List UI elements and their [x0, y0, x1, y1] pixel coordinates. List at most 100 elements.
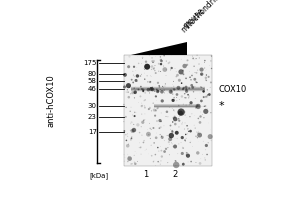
Point — [188, 139, 193, 143]
FancyBboxPatch shape — [154, 105, 200, 107]
Point — [135, 123, 140, 126]
Point — [129, 121, 134, 124]
Point — [138, 95, 143, 98]
Point — [167, 140, 171, 144]
Point — [153, 153, 158, 156]
Point — [159, 120, 164, 123]
Point — [194, 80, 199, 84]
Point — [122, 156, 127, 159]
Point — [148, 90, 152, 93]
Point — [203, 150, 208, 153]
Point — [202, 156, 207, 160]
Point — [169, 86, 174, 90]
Point — [148, 107, 152, 110]
Point — [156, 70, 161, 73]
Point — [190, 72, 195, 76]
Point — [124, 139, 129, 142]
Point — [171, 99, 176, 102]
Point — [158, 133, 163, 136]
Point — [161, 83, 166, 87]
Point — [180, 136, 185, 139]
Point — [163, 161, 168, 164]
Point — [127, 157, 132, 160]
Point — [150, 88, 155, 91]
Point — [129, 78, 134, 81]
Point — [185, 63, 190, 66]
Point — [193, 97, 198, 100]
Point — [135, 160, 140, 163]
Point — [158, 58, 162, 62]
Point — [156, 62, 161, 65]
Point — [160, 99, 165, 103]
Point — [152, 108, 157, 112]
Point — [189, 84, 194, 87]
Point — [188, 76, 192, 79]
Point — [128, 110, 133, 113]
Point — [179, 58, 184, 61]
Point — [128, 129, 133, 132]
Point — [201, 90, 206, 93]
Point — [169, 91, 174, 94]
Point — [168, 138, 172, 141]
Point — [164, 147, 168, 150]
Point — [180, 121, 185, 124]
Point — [152, 82, 156, 85]
Point — [163, 59, 167, 62]
Text: mitochondria: mitochondria — [179, 0, 221, 35]
Point — [169, 90, 173, 93]
Point — [189, 78, 194, 81]
Point — [170, 130, 175, 133]
Point — [145, 74, 149, 77]
Point — [174, 70, 178, 73]
Point — [147, 54, 152, 57]
Point — [192, 124, 197, 127]
Point — [144, 60, 148, 63]
Point — [196, 117, 201, 120]
Point — [186, 93, 190, 96]
Point — [193, 71, 197, 74]
Point — [167, 153, 172, 156]
Point — [159, 134, 164, 137]
Text: 17: 17 — [88, 129, 97, 135]
Point — [172, 96, 176, 99]
Point — [208, 128, 213, 132]
Point — [122, 129, 127, 133]
Point — [124, 106, 128, 109]
Point — [158, 55, 163, 58]
Point — [128, 138, 133, 141]
Point — [146, 133, 151, 136]
Point — [166, 62, 171, 65]
Point — [137, 131, 142, 134]
Point — [122, 118, 127, 121]
Point — [153, 109, 158, 112]
Point — [132, 96, 137, 99]
Point — [207, 64, 212, 67]
Point — [183, 121, 188, 125]
Polygon shape — [130, 42, 187, 55]
Point — [192, 78, 197, 81]
Point — [208, 91, 213, 94]
Point — [133, 150, 137, 153]
Point — [148, 127, 153, 130]
Point — [164, 60, 169, 63]
Point — [134, 151, 139, 155]
Point — [126, 65, 131, 68]
Point — [174, 131, 179, 134]
Point — [199, 73, 204, 76]
Point — [196, 130, 201, 133]
Point — [151, 102, 156, 105]
Point — [200, 70, 204, 74]
Point — [140, 104, 145, 107]
Point — [204, 79, 209, 82]
Point — [190, 112, 195, 116]
Point — [142, 118, 147, 121]
Point — [180, 146, 185, 149]
Text: *: * — [219, 101, 224, 111]
Point — [149, 87, 154, 91]
Point — [184, 116, 189, 119]
Point — [203, 110, 208, 113]
Point — [141, 88, 146, 91]
Point — [126, 84, 131, 87]
Point — [176, 88, 181, 91]
Point — [139, 102, 144, 105]
